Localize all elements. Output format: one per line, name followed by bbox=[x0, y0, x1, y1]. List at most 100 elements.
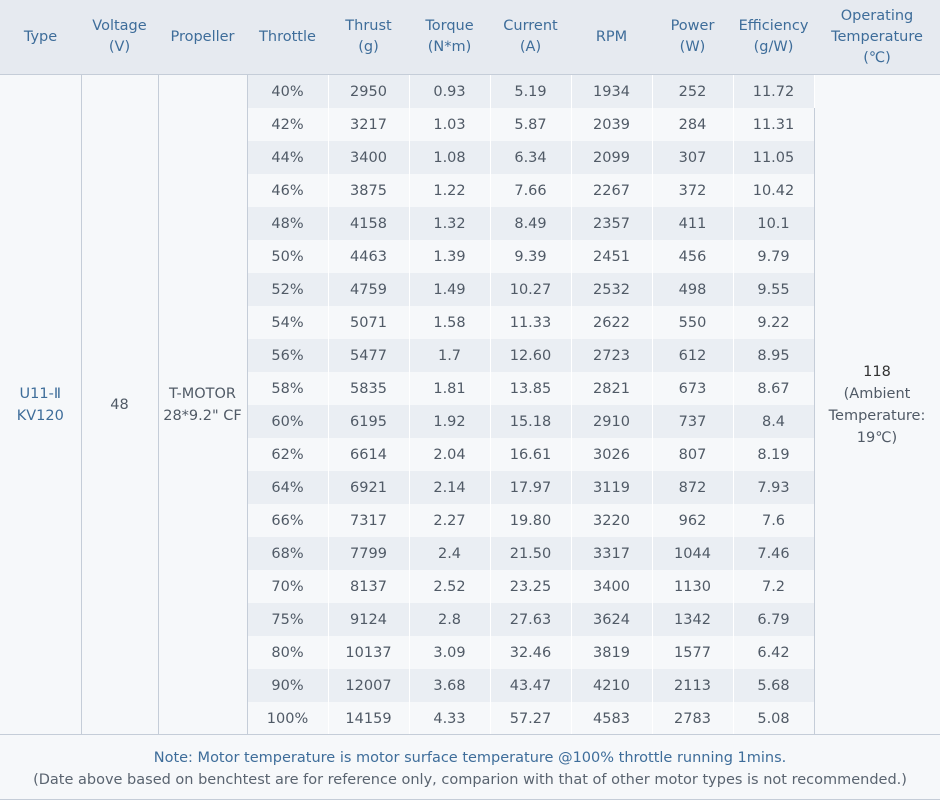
cell-power: 411 bbox=[652, 207, 734, 240]
header-text: Propeller bbox=[170, 28, 235, 45]
cell-power: 2783 bbox=[652, 702, 734, 735]
table-row: U11-Ⅱ KV120 48 T-MOTOR 28*9.2" CF 40% 2950 0.93… bbox=[0, 74, 940, 735]
table-row: 68% 7799 2.4 21.50 3317 1044 7.46 bbox=[0, 537, 940, 570]
cell-current: 13.85 bbox=[490, 372, 572, 405]
cell-efficiency: 8.67 bbox=[733, 372, 815, 405]
table-row: 48% 4158 1.32 8.49 2357 411 10.1 bbox=[0, 207, 940, 240]
cell-throttle: 100% bbox=[247, 702, 329, 735]
cell-torque: 1.49 bbox=[409, 273, 491, 306]
footnote: Note: Motor temperature is motor surface… bbox=[0, 734, 940, 800]
voltage-cell: 48 bbox=[80, 74, 159, 735]
cell-thrust: 8137 bbox=[328, 570, 410, 603]
cell-torque: 1.92 bbox=[409, 405, 491, 438]
cell-current: 32.46 bbox=[490, 636, 572, 669]
cell-throttle: 46% bbox=[247, 174, 329, 207]
cell-throttle: 40% bbox=[247, 74, 329, 108]
operating-temperature-text: 118 bbox=[863, 364, 891, 380]
column-header-type: Type bbox=[0, 0, 81, 75]
cell-throttle: 80% bbox=[247, 636, 329, 669]
cell-throttle: 44% bbox=[247, 141, 329, 174]
table-body: U11-Ⅱ KV120 48 T-MOTOR 28*9.2" CF 40% 2950 0.93… bbox=[0, 74, 940, 735]
cell-efficiency: 5.08 bbox=[733, 702, 815, 735]
cell-power: 962 bbox=[652, 504, 734, 537]
header-text: Efficiency bbox=[738, 18, 809, 34]
cell-current: 15.18 bbox=[490, 405, 572, 438]
table-row: 60% 6195 1.92 15.18 2910 737 8.4 bbox=[0, 405, 940, 438]
cell-throttle: 90% bbox=[247, 669, 329, 702]
cell-thrust: 14159 bbox=[328, 702, 410, 735]
cell-throttle: 70% bbox=[247, 570, 329, 603]
propeller-cell: T-MOTOR 28*9.2" CF bbox=[157, 74, 248, 735]
cell-efficiency: 10.42 bbox=[733, 174, 815, 207]
voltage-cell-text: 48 bbox=[110, 397, 129, 413]
cell-current: 19.80 bbox=[490, 504, 572, 537]
cell-current: 43.47 bbox=[490, 669, 572, 702]
header-text: RPM bbox=[595, 28, 628, 45]
cell-throttle: 56% bbox=[247, 339, 329, 372]
cell-torque: 1.22 bbox=[409, 174, 491, 207]
footnote-line-1: Note: Motor temperature is motor surface… bbox=[153, 750, 787, 766]
cell-efficiency: 6.79 bbox=[733, 603, 815, 636]
table-header: Type Voltage (V) Propeller Throttle Thrust (g)… bbox=[0, 0, 940, 75]
table-row: 50% 4463 1.39 9.39 2451 456 9.79 bbox=[0, 240, 940, 273]
cell-efficiency: 9.22 bbox=[733, 306, 815, 339]
cell-torque: 2.8 bbox=[409, 603, 491, 636]
cell-rpm: 2357 bbox=[571, 207, 653, 240]
cell-thrust: 5477 bbox=[328, 339, 410, 372]
table-row: 75% 9124 2.8 27.63 3624 1342 6.79 bbox=[0, 603, 940, 636]
cell-torque: 2.52 bbox=[409, 570, 491, 603]
header-text: Torque bbox=[425, 18, 474, 34]
cell-efficiency: 7.93 bbox=[733, 471, 815, 504]
cell-rpm: 2099 bbox=[571, 141, 653, 174]
cell-torque: 1.39 bbox=[409, 240, 491, 273]
cell-rpm: 2723 bbox=[571, 339, 653, 372]
cell-rpm: 2532 bbox=[571, 273, 653, 306]
cell-current: 23.25 bbox=[490, 570, 572, 603]
cell-thrust: 5835 bbox=[328, 372, 410, 405]
cell-power: 284 bbox=[652, 108, 734, 141]
cell-rpm: 2451 bbox=[571, 240, 653, 273]
cell-power: 673 bbox=[652, 372, 734, 405]
header-text: Thrust bbox=[345, 18, 392, 34]
cell-rpm: 1934 bbox=[571, 74, 653, 108]
operating-temperature-text: (Ambient bbox=[843, 386, 911, 402]
operating-temperature-text: 19℃) bbox=[856, 430, 898, 446]
table-row: 70% 8137 2.52 23.25 3400 1130 7.2 bbox=[0, 570, 940, 603]
cell-power: 307 bbox=[652, 141, 734, 174]
cell-power: 872 bbox=[652, 471, 734, 504]
cell-rpm: 3317 bbox=[571, 537, 653, 570]
cell-power: 1577 bbox=[652, 636, 734, 669]
table-row: 52% 4759 1.49 10.27 2532 498 9.55 bbox=[0, 273, 940, 306]
column-header-operating-temperature: Operating Temperature (℃) bbox=[814, 0, 940, 75]
cell-rpm: 2910 bbox=[571, 405, 653, 438]
header-text: Throttle bbox=[259, 28, 316, 45]
cell-rpm: 4210 bbox=[571, 669, 653, 702]
cell-rpm: 3026 bbox=[571, 438, 653, 471]
column-header-torque: Torque (N*m) bbox=[409, 0, 490, 75]
cell-power: 612 bbox=[652, 339, 734, 372]
type-cell: U11-Ⅱ KV120 bbox=[0, 74, 82, 735]
cell-thrust: 4463 bbox=[328, 240, 410, 273]
cell-throttle: 64% bbox=[247, 471, 329, 504]
cell-efficiency: 11.31 bbox=[733, 108, 815, 141]
table-row: 46% 3875 1.22 7.66 2267 372 10.42 bbox=[0, 174, 940, 207]
cell-throttle: 60% bbox=[247, 405, 329, 438]
propeller-cell-text: 28*9.2" CF bbox=[163, 408, 242, 424]
column-header-power: Power (W) bbox=[652, 0, 733, 75]
cell-current: 6.34 bbox=[490, 141, 572, 174]
table-row: 62% 6614 2.04 16.61 3026 807 8.19 bbox=[0, 438, 940, 471]
cell-torque: 2.27 bbox=[409, 504, 491, 537]
cell-current: 21.50 bbox=[490, 537, 572, 570]
cell-throttle: 68% bbox=[247, 537, 329, 570]
column-header-thrust: Thrust (g) bbox=[328, 0, 409, 75]
table-row: 44% 3400 1.08 6.34 2099 307 11.05 bbox=[0, 141, 940, 174]
table-row: 64% 6921 2.14 17.97 3119 872 7.93 bbox=[0, 471, 940, 504]
table-row: 66% 7317 2.27 19.80 3220 962 7.6 bbox=[0, 504, 940, 537]
cell-power: 807 bbox=[652, 438, 734, 471]
cell-efficiency: 8.19 bbox=[733, 438, 815, 471]
cell-rpm: 4583 bbox=[571, 702, 653, 735]
column-header-voltage: Voltage (V) bbox=[81, 0, 158, 75]
cell-power: 498 bbox=[652, 273, 734, 306]
cell-current: 7.66 bbox=[490, 174, 572, 207]
cell-thrust: 5071 bbox=[328, 306, 410, 339]
